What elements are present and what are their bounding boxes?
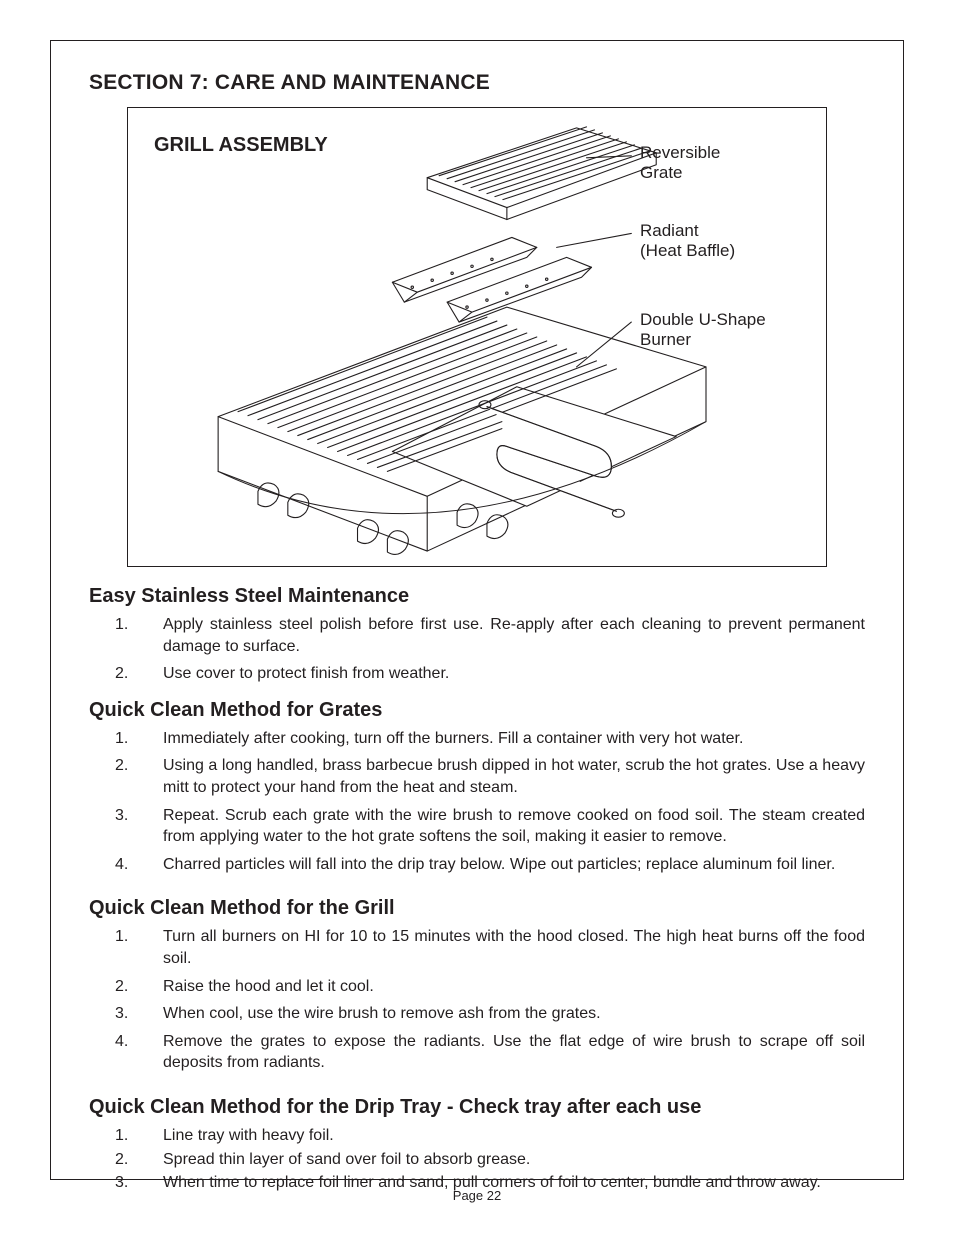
heading-drip-tray: Quick Clean Method for the Drip Tray - C… — [89, 1096, 865, 1119]
list-grill: 1.Turn all burners on HI for 10 to 15 mi… — [89, 926, 865, 1074]
list-item-text: Line tray with heavy foil. — [163, 1125, 334, 1147]
list-item: 3.Repeat. Scrub each grate with the wire… — [115, 805, 865, 848]
callout-burner: Double U-Shape Burner — [640, 310, 766, 351]
list-item: 2.Using a long handled, brass barbecue b… — [115, 755, 865, 798]
list-item: 1.Turn all burners on HI for 10 to 15 mi… — [115, 926, 865, 969]
list-item: 1.Line tray with heavy foil. — [115, 1125, 865, 1147]
list-item: 3.When cool, use the wire brush to remov… — [115, 1003, 865, 1025]
callout-reversible-grate: Reversible Grate — [640, 143, 720, 184]
list-item-text: Raise the hood and let it cool. — [163, 976, 374, 998]
list-item-text: Use cover to protect finish from weather… — [163, 663, 449, 685]
heading-grates: Quick Clean Method for Grates — [89, 699, 865, 722]
section-title: SECTION 7: CARE AND MAINTENANCE — [89, 71, 865, 95]
list-stainless: 1.Apply stainless steel polish before fi… — [89, 614, 865, 685]
list-drip-tray: 1.Line tray with heavy foil. 2.Spread th… — [89, 1125, 865, 1194]
list-item-text: Immediately after cooking, turn off the … — [163, 728, 743, 750]
list-item-text: Spread thin layer of sand over foil to a… — [163, 1149, 530, 1171]
list-item-text: Using a long handled, brass barbecue bru… — [163, 755, 865, 798]
callout-radiant: Radiant (Heat Baffle) — [640, 221, 735, 262]
grill-assembly-figure: GRILL ASSEMBLY — [127, 107, 827, 567]
list-item: 4.Charred particles will fall into the d… — [115, 854, 865, 876]
list-item: 1.Immediately after cooking, turn off th… — [115, 728, 865, 750]
list-item: 2.Use cover to protect finish from weath… — [115, 663, 865, 685]
list-item-text: Remove the grates to expose the radiants… — [163, 1031, 865, 1074]
list-item-text: Repeat. Scrub each grate with the wire b… — [163, 805, 865, 848]
list-item-text: When cool, use the wire brush to remove … — [163, 1003, 601, 1025]
heading-stainless: Easy Stainless Steel Maintenance — [89, 585, 865, 608]
heading-grill: Quick Clean Method for the Grill — [89, 897, 865, 920]
list-item: 1.Apply stainless steel polish before fi… — [115, 614, 865, 657]
list-item: 2.Spread thin layer of sand over foil to… — [115, 1149, 865, 1171]
list-item-text: Charred particles will fall into the dri… — [163, 854, 835, 876]
list-item-text: Apply stainless steel polish before firs… — [163, 614, 865, 657]
list-item-text: Turn all burners on HI for 10 to 15 minu… — [163, 926, 865, 969]
list-item: 4.Remove the grates to expose the radian… — [115, 1031, 865, 1074]
list-item: 2.Raise the hood and let it cool. — [115, 976, 865, 998]
list-grates: 1.Immediately after cooking, turn off th… — [89, 728, 865, 876]
